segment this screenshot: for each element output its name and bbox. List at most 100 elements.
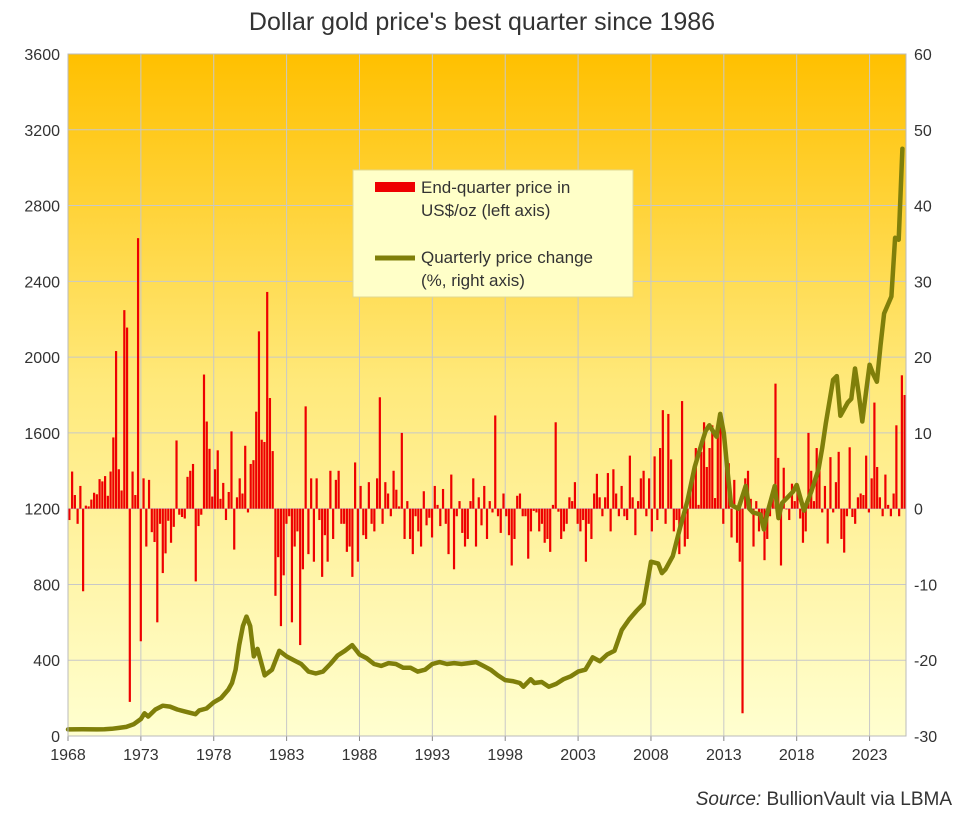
bar (821, 508, 824, 513)
bar (329, 470, 332, 509)
bar (777, 457, 780, 509)
bar (422, 491, 425, 509)
bar (557, 508, 560, 512)
bar (310, 478, 313, 509)
bar (109, 471, 112, 509)
plot-area (68, 54, 906, 736)
bar (183, 508, 186, 519)
bar (779, 508, 783, 566)
bar (345, 508, 348, 552)
bar (156, 508, 159, 623)
bar (716, 429, 719, 509)
bar (301, 508, 305, 570)
bar (722, 508, 725, 524)
bar (348, 508, 351, 547)
bar (263, 441, 266, 509)
bar (136, 238, 140, 509)
bar (337, 470, 340, 509)
bar (785, 508, 788, 510)
bar (274, 508, 277, 596)
source-prefix: Source: (695, 789, 762, 810)
bar (384, 482, 387, 509)
right-tick-label: 40 (914, 199, 932, 216)
bar (669, 459, 673, 509)
x-tick-label: 1973 (123, 747, 159, 764)
bar (84, 505, 87, 509)
bar (788, 508, 791, 521)
bar (782, 467, 785, 509)
bar (414, 508, 417, 517)
bar (639, 478, 642, 509)
bar (538, 508, 541, 532)
bar (576, 508, 579, 524)
bar (686, 508, 689, 539)
bar (680, 401, 684, 509)
bar (296, 508, 299, 532)
bar (95, 494, 98, 509)
bar (378, 397, 381, 509)
bar (213, 469, 217, 509)
bar (334, 479, 337, 509)
bar (191, 463, 195, 509)
bar (856, 497, 860, 509)
bar (867, 508, 871, 513)
bar (499, 508, 502, 533)
bar (606, 473, 609, 509)
bar (859, 493, 862, 509)
left-tick-label: 2800 (24, 199, 60, 216)
bar (406, 501, 409, 509)
bar (793, 501, 796, 509)
bar (452, 508, 456, 570)
bar (799, 508, 802, 519)
bar (483, 485, 486, 509)
legend-line-label-1: Quarterly price change (421, 248, 593, 267)
bar (430, 508, 434, 538)
bar (216, 450, 219, 509)
bar (884, 474, 887, 509)
bar (878, 497, 881, 509)
bar (892, 493, 895, 509)
bar (488, 501, 491, 509)
bar (763, 508, 766, 561)
bar (189, 470, 192, 509)
bar (266, 291, 269, 509)
bar (178, 508, 181, 515)
bar (705, 466, 708, 509)
bar (180, 508, 184, 518)
bar (818, 463, 821, 509)
bar (524, 508, 527, 517)
bar (757, 508, 761, 532)
bar (120, 490, 123, 509)
bar (326, 508, 329, 562)
bar (354, 462, 357, 509)
bar (455, 508, 458, 517)
bar (134, 495, 137, 509)
bar (529, 508, 533, 532)
bar (648, 478, 651, 509)
bar (257, 331, 261, 509)
bar (812, 501, 816, 509)
bar (98, 479, 101, 509)
bar (202, 374, 206, 509)
bar (656, 508, 659, 521)
bar (197, 508, 200, 527)
left-tick-label: 2000 (24, 350, 60, 367)
bar (837, 451, 840, 509)
bar (848, 447, 851, 509)
bar (730, 508, 733, 538)
bar (768, 508, 772, 517)
bar (260, 439, 263, 509)
bar (650, 508, 653, 532)
bar (626, 508, 629, 521)
right-tick-label: 50 (914, 123, 932, 140)
bar (142, 478, 145, 509)
bar (658, 448, 662, 509)
bar (277, 508, 280, 558)
plot-border (67, 53, 907, 737)
bar (205, 421, 208, 509)
bar (760, 508, 763, 517)
bar (76, 508, 79, 524)
bar (887, 504, 890, 509)
bar (675, 508, 678, 521)
